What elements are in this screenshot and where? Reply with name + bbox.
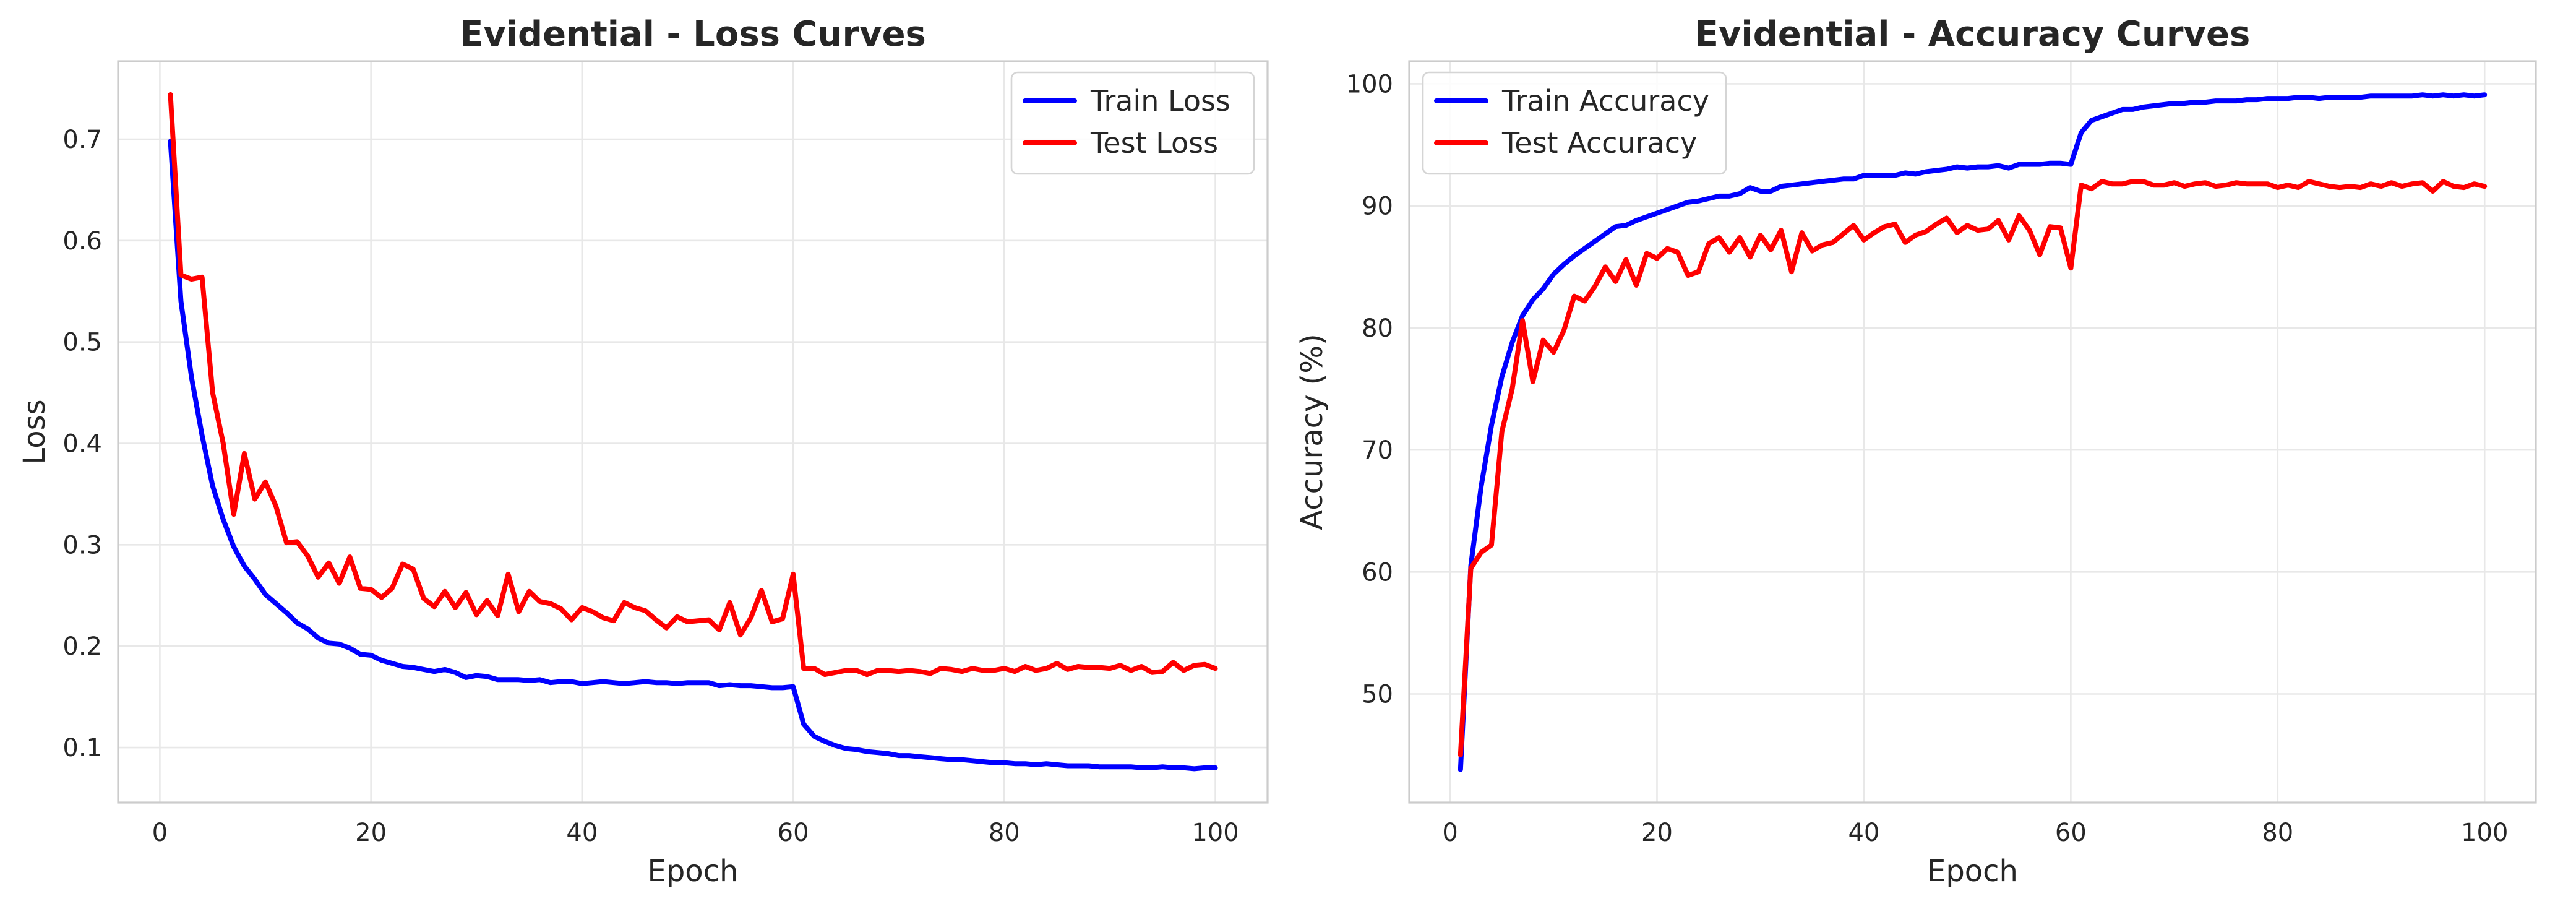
accuracy-x-tick-label-2: 40	[1848, 819, 1879, 847]
loss-x-tick-label-0: 0	[152, 819, 168, 847]
loss-x-tick-label-3: 60	[778, 819, 809, 847]
accuracy-y-tick-label-1: 60	[1362, 558, 1393, 587]
loss-plot-frame	[117, 60, 1269, 804]
loss-y-tick-label-4: 0.5	[62, 329, 102, 357]
loss-y-tick-label-3: 0.4	[62, 430, 102, 459]
accuracy-y-tick-label-3: 80	[1362, 314, 1393, 343]
accuracy-legend-box	[1422, 71, 1727, 175]
loss-series-train-line	[168, 139, 1218, 772]
loss-panel: 0 20 40 60 80 100 0.1 0.2 0.3 0.4 0.5 0.6 0.7 Evident…	[17, 14, 1269, 889]
accuracy-series-train-line	[1458, 92, 2488, 772]
loss-legend-box	[1010, 71, 1255, 175]
accuracy-x-tick-label-4: 80	[2262, 819, 2293, 847]
accuracy-y-tick-label-2: 70	[1362, 436, 1393, 465]
accuracy-x-axis-label: Epoch	[1927, 854, 2018, 889]
accuracy-panel: 0 20 40 60 80 100 50 60 70 80 90 100 Evidential - Ac…	[1295, 14, 2537, 889]
accuracy-y-axis-label: Accuracy (%)	[1295, 334, 1329, 530]
loss-x-tick-label-4: 80	[989, 819, 1020, 847]
loss-x-tick-label-2: 40	[566, 819, 598, 847]
loss-series-test-line	[168, 92, 1218, 678]
accuracy-chart-title: Evidential - Accuracy Curves	[1695, 14, 2251, 54]
accuracy-x-tick-label-0: 0	[1442, 819, 1458, 847]
accuracy-y-tick-label-4: 90	[1362, 192, 1393, 221]
loss-y-tick-label-5: 0.6	[62, 227, 102, 256]
loss-legend-label-train: Train Loss	[1090, 84, 1230, 118]
loss-x-axis-label: Epoch	[648, 854, 739, 889]
loss-x-tick-label-5: 100	[1191, 819, 1239, 847]
accuracy-y-tick-label-0: 50	[1362, 680, 1393, 709]
loss-y-tick-label-6: 0.7	[62, 126, 102, 154]
accuracy-plot-frame	[1408, 60, 2537, 804]
accuracy-x-tick-label-1: 20	[1641, 819, 1673, 847]
loss-legend-label-test: Test Loss	[1090, 126, 1218, 160]
accuracy-legend: Train Accuracy Test Accuracy	[1422, 71, 1727, 175]
accuracy-legend-label-test: Test Accuracy	[1501, 126, 1697, 160]
loss-y-axis-label: Loss	[17, 399, 52, 464]
loss-y-tick-label-1: 0.2	[62, 632, 102, 661]
loss-legend: Train Loss Test Loss	[1010, 71, 1255, 175]
accuracy-series-test-line	[1458, 179, 2488, 758]
accuracy-y-tick-label-5: 100	[1346, 70, 1393, 98]
loss-y-tick-label-0: 0.1	[62, 734, 102, 762]
loss-y-tick-label-2: 0.3	[62, 531, 102, 559]
loss-x-tick-label-1: 20	[355, 819, 387, 847]
loss-chart-title: Evidential - Loss Curves	[460, 14, 926, 54]
accuracy-legend-label-train: Train Accuracy	[1501, 84, 1709, 118]
accuracy-x-tick-label-5: 100	[2461, 819, 2508, 847]
accuracy-x-tick-label-3: 60	[2055, 819, 2087, 847]
